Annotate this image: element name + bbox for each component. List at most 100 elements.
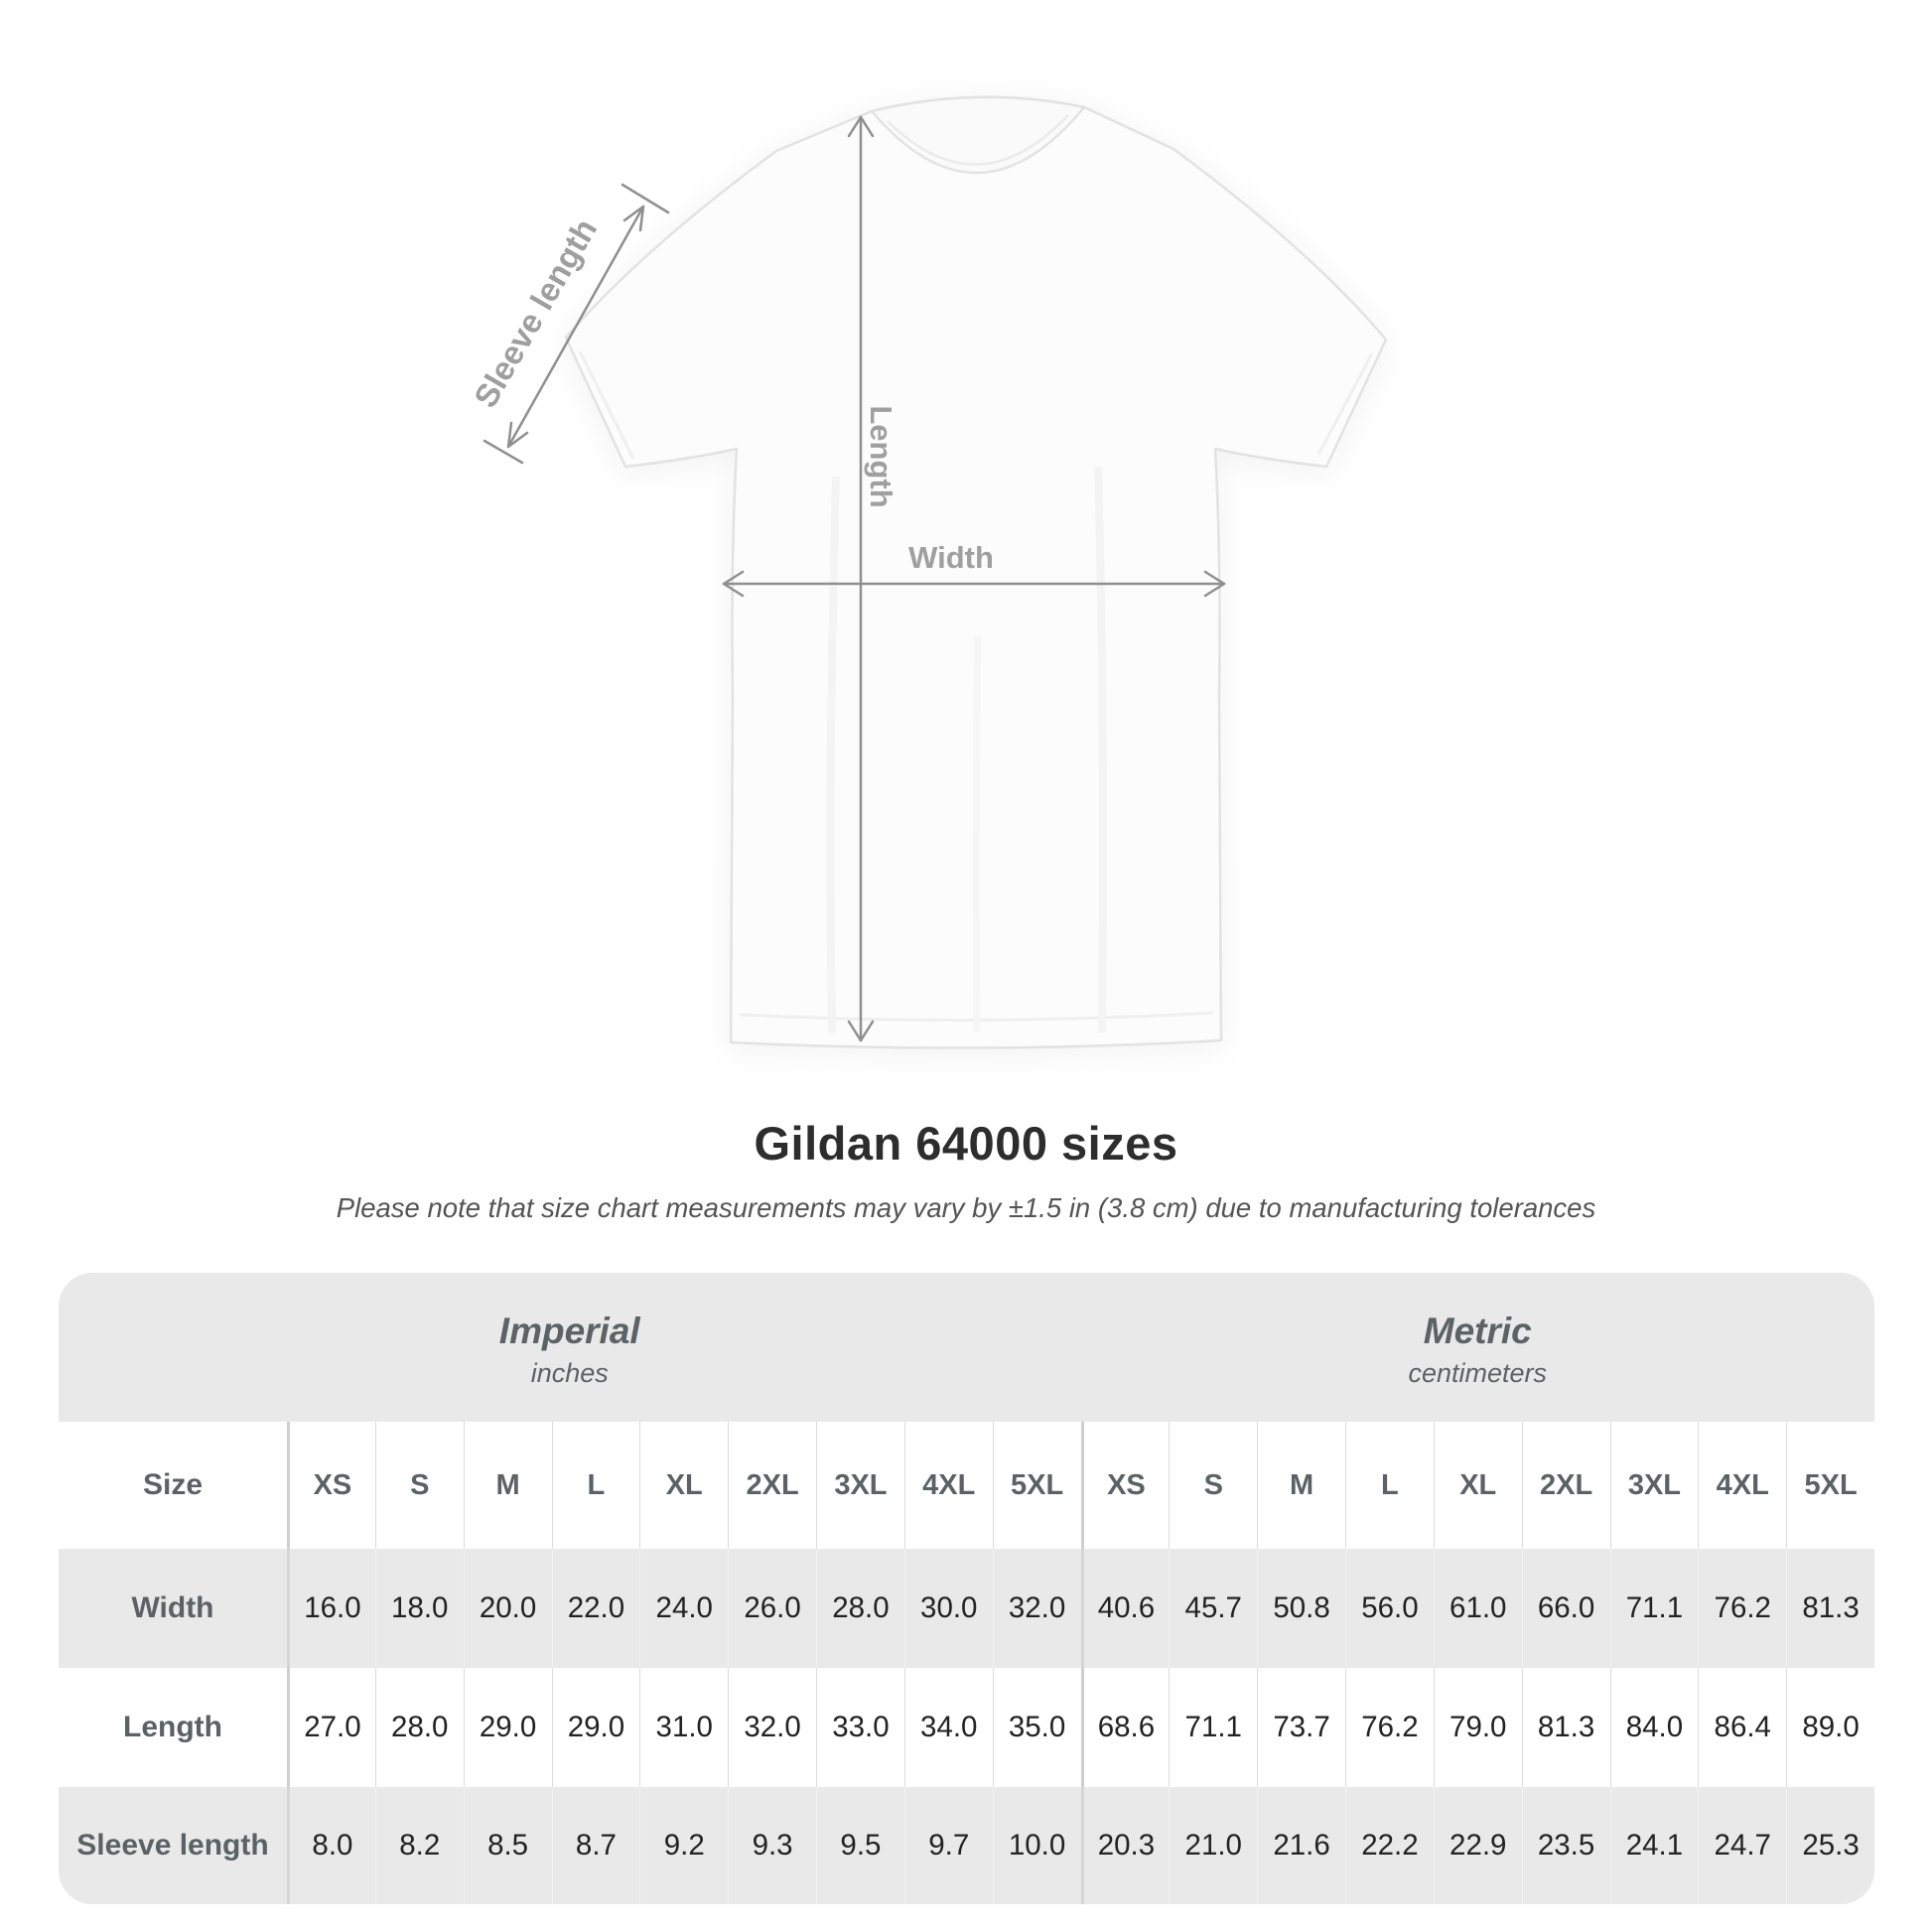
size-column-header: XL (1433, 1422, 1522, 1549)
table-row: Size XS S M L XL 2XL 3XL 4XL 5XL XS S M L XL 2XL 3XL 4XL 5… (59, 1422, 1874, 1549)
page-title: Gildan 64000 sizes (754, 1117, 1178, 1170)
measurement-cell: 66.0 (1521, 1549, 1610, 1668)
measurement-cell: 26.0 (728, 1549, 816, 1668)
measurement-cell: 71.1 (1609, 1549, 1699, 1668)
measurement-cell: 22.9 (1433, 1787, 1522, 1904)
measurement-cell: 35.0 (992, 1668, 1081, 1787)
measurement-cell: 22.0 (551, 1549, 640, 1668)
size-column-header: XS (1080, 1422, 1170, 1549)
measurement-cell: 8.7 (551, 1787, 640, 1904)
size-column-header: XL (639, 1422, 728, 1549)
measurement-cell: 9.5 (816, 1787, 904, 1904)
measurement-cell: 29.0 (551, 1668, 640, 1787)
measurement-cell: 68.6 (1080, 1668, 1170, 1787)
width-label: Width (908, 540, 994, 575)
size-column-header: 3XL (1609, 1422, 1699, 1549)
measurement-cell: 73.7 (1257, 1668, 1345, 1787)
measurement-cell: 71.1 (1169, 1668, 1257, 1787)
measurement-cell: 86.4 (1698, 1668, 1786, 1787)
table-row: Width 16.0 18.0 20.0 22.0 24.0 26.0 28.0 30.0 32.… (59, 1549, 1874, 1668)
measurement-cell: 8.0 (287, 1787, 375, 1904)
measurement-cell: 10.0 (992, 1787, 1081, 1904)
size-column-header: 2XL (728, 1422, 816, 1549)
measurement-cell: 28.0 (374, 1668, 464, 1787)
metric-label: Metric (1423, 1310, 1532, 1351)
measurement-cell: 84.0 (1609, 1668, 1699, 1787)
collar (869, 95, 1087, 175)
tshirt-diagram: Sleeve length Length Width (467, 95, 1388, 1049)
measurement-cell: 9.3 (728, 1787, 816, 1904)
metric-unit: centimeters (1408, 1357, 1548, 1388)
measurement-cell: 22.2 (1345, 1787, 1434, 1904)
measurement-cell: 61.0 (1433, 1549, 1522, 1668)
size-column-header: S (1169, 1422, 1257, 1549)
imperial-group-header: Imperial inches (59, 1273, 1081, 1422)
size-column-header: L (551, 1422, 640, 1549)
measurement-cell: 20.3 (1080, 1787, 1170, 1904)
measurement-cell: 21.6 (1257, 1787, 1345, 1904)
measurement-cell: 81.3 (1786, 1549, 1874, 1668)
measurement-cell: 18.0 (374, 1549, 464, 1668)
size-table-rows: Size XS S M L XL 2XL 3XL 4XL 5XL XS S M L XL 2XL 3XL 4XL 5… (59, 1422, 1874, 1904)
size-column-header: S (374, 1422, 464, 1549)
measurement-cell: 24.1 (1609, 1787, 1699, 1904)
measurement-cell: 33.0 (816, 1668, 904, 1787)
size-column-header: M (463, 1422, 552, 1549)
size-column-header: 3XL (816, 1422, 904, 1549)
measurement-cell: 34.0 (903, 1668, 993, 1787)
size-corner-label: Size (142, 1468, 204, 1501)
row-label: Sleeve length (76, 1829, 269, 1862)
measurement-cell: 21.0 (1169, 1787, 1257, 1904)
size-column-header: 4XL (1698, 1422, 1786, 1549)
tshirt-illustration (564, 95, 1388, 1049)
measurement-cell: 9.7 (903, 1787, 993, 1904)
measurement-cell: 76.2 (1345, 1668, 1434, 1787)
measurement-cell: 9.2 (639, 1787, 728, 1904)
size-column-header: 2XL (1521, 1422, 1610, 1549)
length-arrow (847, 115, 875, 1042)
measurement-cell: 25.3 (1786, 1787, 1874, 1904)
measurement-cell: 24.0 (639, 1549, 728, 1668)
measurement-cell: 45.7 (1169, 1549, 1257, 1668)
measurement-cell: 32.0 (728, 1668, 816, 1787)
measurement-cell: 20.0 (463, 1549, 552, 1668)
size-column-header: 5XL (1786, 1422, 1874, 1549)
measurement-cell: 24.7 (1698, 1787, 1786, 1904)
size-column-header: XS (287, 1422, 375, 1549)
measurement-cell: 79.0 (1433, 1668, 1522, 1787)
measurement-cell: 28.0 (816, 1549, 904, 1668)
size-column-header: L (1345, 1422, 1434, 1549)
measurement-cell: 16.0 (287, 1549, 375, 1668)
measurement-cell: 27.0 (287, 1668, 375, 1787)
measurement-cell: 29.0 (463, 1668, 552, 1787)
measurement-cell: 8.2 (374, 1787, 464, 1904)
measurement-cell: 81.3 (1521, 1668, 1610, 1787)
imperial-unit: inches (530, 1357, 609, 1388)
measurement-cell: 23.5 (1521, 1787, 1610, 1904)
measurement-cell: 30.0 (903, 1549, 993, 1668)
measurement-cell: 31.0 (639, 1668, 728, 1787)
size-table: Imperial inches Metric centimeters Size X… (59, 1273, 1874, 1904)
size-column-header: M (1257, 1422, 1345, 1549)
row-label: Length (123, 1711, 222, 1743)
tolerance-note: Please note that size chart measurements… (336, 1192, 1596, 1223)
width-arrow (722, 570, 1226, 598)
unit-header-row: Imperial inches Metric centimeters (59, 1273, 1874, 1422)
row-label: Width (131, 1591, 214, 1624)
measurement-cell: 50.8 (1257, 1549, 1345, 1668)
length-label: Length (864, 405, 898, 507)
measurement-cell: 40.6 (1080, 1549, 1170, 1668)
measurement-cell: 32.0 (992, 1549, 1081, 1668)
metric-group-header: Metric centimeters (1081, 1273, 1875, 1422)
table-row: Sleeve length 8.0 8.2 8.5 8.7 9.2 9.3 9.5 9.7 10.… (59, 1787, 1874, 1904)
measurement-cell: 89.0 (1786, 1668, 1874, 1787)
sleeve-length-arrow (483, 183, 670, 465)
table-row: Length 27.0 28.0 29.0 29.0 31.0 32.0 33.0 34.0 35… (59, 1668, 1874, 1787)
size-column-header: 4XL (903, 1422, 993, 1549)
tshirt-measurement-figure: Sleeve length Length Width (467, 95, 1388, 1049)
size-column-header: 5XL (992, 1422, 1081, 1549)
measurement-cell: 56.0 (1345, 1549, 1434, 1668)
measurement-cell: 76.2 (1698, 1549, 1786, 1668)
measurement-cell: 8.5 (463, 1787, 552, 1904)
